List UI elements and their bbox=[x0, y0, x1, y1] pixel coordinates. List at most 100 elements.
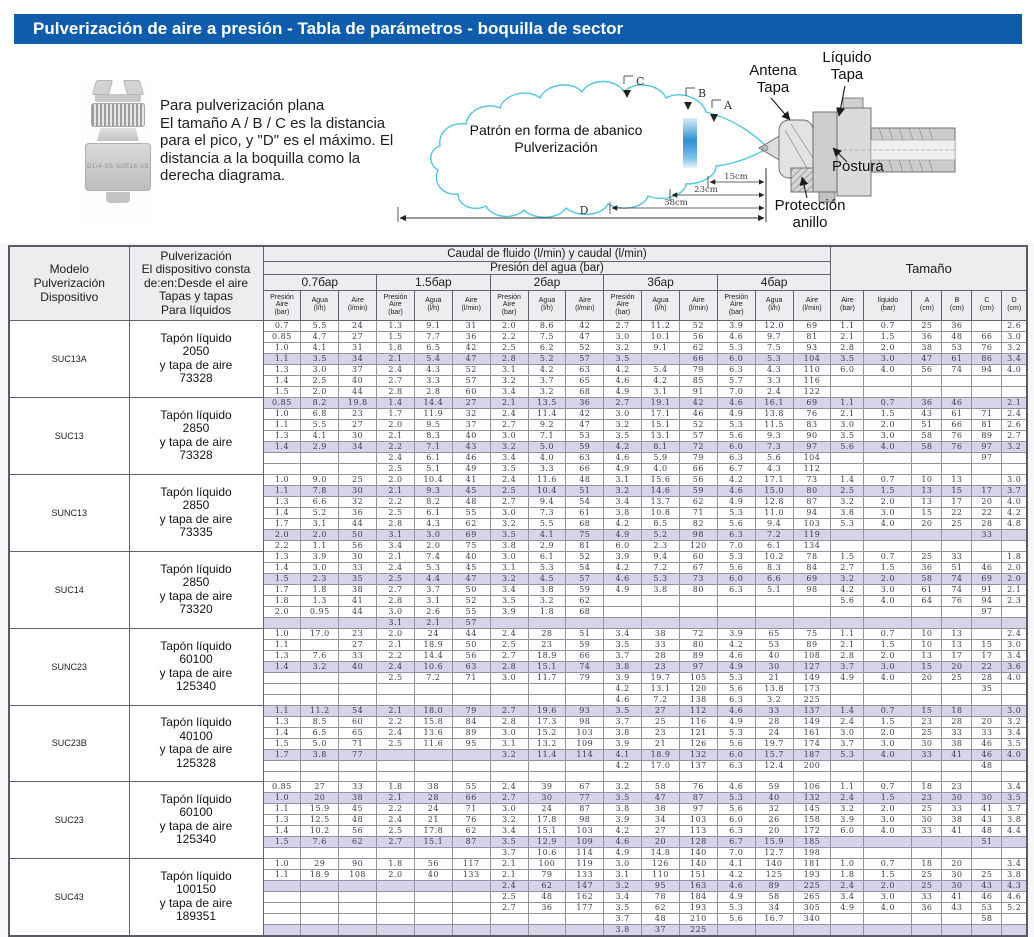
data-cell: 38 bbox=[338, 583, 378, 596]
data-cell bbox=[413, 770, 453, 782]
data-cell bbox=[830, 682, 865, 695]
data-cell: 6.0 bbox=[603, 539, 643, 552]
data-cell: 50 bbox=[451, 583, 491, 596]
data-cell: 24 bbox=[413, 802, 453, 815]
nozzle-photo-wing-right bbox=[122, 80, 145, 95]
data-cell bbox=[716, 616, 756, 629]
data-cell: 77 bbox=[338, 748, 378, 761]
data-cell bbox=[1001, 923, 1028, 937]
data-cell: 30 bbox=[971, 791, 1003, 804]
data-cell: 9.4 bbox=[641, 550, 680, 563]
data-cell: 87 bbox=[451, 835, 491, 848]
data-cell: 2.7 bbox=[489, 901, 529, 914]
data-cell: 20 bbox=[911, 671, 943, 684]
data-cell: 126 bbox=[678, 737, 718, 750]
data-cell: 1.8 bbox=[376, 857, 415, 870]
data-cell bbox=[830, 451, 865, 464]
data-cell: 2.5 bbox=[489, 484, 529, 497]
data-cell bbox=[911, 759, 943, 772]
data-cell: 4.6 bbox=[716, 484, 756, 497]
data-cell: 2.4 bbox=[1001, 627, 1028, 640]
data-cell: 3.7 bbox=[1001, 484, 1028, 497]
data-cell: 57 bbox=[565, 352, 605, 365]
data-cell: 56 bbox=[678, 330, 718, 343]
data-cell: 116 bbox=[792, 374, 832, 387]
nozzle-photo-body: D1/4-SS·SUE18-SS bbox=[85, 143, 151, 191]
data-cell: 51 bbox=[971, 835, 1003, 848]
data-cell bbox=[262, 901, 302, 914]
data-cell bbox=[565, 770, 605, 782]
data-cell: 3.0 bbox=[489, 429, 529, 442]
data-cell bbox=[971, 770, 1003, 782]
data-cell: 2.4 bbox=[376, 660, 415, 673]
data-cell bbox=[338, 451, 378, 464]
data-cell: 8.5 bbox=[300, 715, 340, 728]
data-cell: 1.0 bbox=[830, 857, 865, 870]
data-cell: 93 bbox=[792, 341, 832, 354]
data-cell: 67 bbox=[678, 561, 718, 574]
data-cell: 18 bbox=[911, 780, 943, 793]
data-cell: 30 bbox=[754, 660, 794, 673]
data-cell: 6.3 bbox=[716, 824, 756, 837]
data-cell bbox=[451, 748, 491, 761]
table-row: 4.2 17.0 137 6.3 12.4 200 48 bbox=[9, 759, 1028, 772]
data-cell: 54 bbox=[565, 561, 605, 574]
data-cell: 66 bbox=[971, 330, 1003, 343]
data-cell: 2.5 bbox=[830, 484, 865, 497]
table-row: 1.5 5.0 71 2.5 11.6 95 3.1 13.2 109 3.9 21 126 5.6 19… bbox=[9, 737, 1028, 750]
data-cell: 5.6 bbox=[716, 429, 756, 442]
data-cell: 2.8 bbox=[376, 385, 415, 398]
data-cell: 2.7 bbox=[489, 704, 529, 717]
data-cell bbox=[863, 462, 913, 475]
data-cell bbox=[1001, 528, 1028, 541]
data-cell: 4.0 bbox=[863, 824, 913, 837]
data-cell: 2.2 bbox=[376, 495, 415, 508]
data-cell: 6.1 bbox=[754, 539, 794, 552]
data-cell: 3.5 bbox=[603, 352, 643, 365]
data-cell: 108 bbox=[338, 868, 378, 881]
data-cell: 20 bbox=[754, 824, 794, 837]
data-cell: 27 bbox=[338, 638, 378, 651]
size-header-2: A (cm) bbox=[911, 289, 943, 321]
data-cell: 56 bbox=[338, 539, 378, 552]
data-cell: 97 bbox=[792, 440, 832, 453]
data-cell bbox=[413, 890, 453, 903]
data-cell: 106 bbox=[792, 780, 832, 793]
data-cell: 12.9 bbox=[527, 835, 567, 848]
data-cell: 10.6 bbox=[527, 846, 567, 859]
data-cell: 15.1 bbox=[641, 418, 680, 431]
data-cell bbox=[489, 759, 529, 772]
model-cell: SUNC13 bbox=[8, 473, 130, 552]
data-cell bbox=[863, 374, 913, 387]
data-cell: 3.7 bbox=[603, 649, 643, 662]
data-cell: 5.5 bbox=[300, 319, 340, 332]
data-cell: 3.8 bbox=[603, 506, 643, 519]
data-cell: 2.7 bbox=[489, 495, 529, 508]
data-cell: 120 bbox=[678, 539, 718, 552]
data-cell: 0.7 bbox=[863, 473, 913, 486]
data-cell bbox=[1001, 616, 1028, 629]
header-row: Presión Aire (bar) Agua (l/h) Aire (l/min)… bbox=[9, 289, 1028, 321]
data-cell: 4.6 bbox=[603, 572, 643, 585]
data-cell bbox=[1001, 374, 1028, 387]
data-cell bbox=[262, 616, 302, 629]
data-cell: 4.3 bbox=[413, 363, 453, 376]
data-cell: 61 bbox=[941, 352, 973, 365]
data-cell: 3.1 bbox=[376, 616, 415, 629]
data-cell: 24 bbox=[754, 726, 794, 739]
data-cell: 44 bbox=[338, 605, 378, 618]
data-cell: 2.0 bbox=[863, 726, 913, 739]
data-cell: 13.5 bbox=[527, 396, 567, 409]
data-cell: 2.7 bbox=[489, 649, 529, 662]
data-cell bbox=[376, 759, 415, 772]
data-cell: 1.8 bbox=[527, 605, 567, 618]
table-row: 1.4 6.5 65 2.4 13.6 89 3.0 15.2 103 3.8 23 121 5.3 24… bbox=[9, 726, 1028, 739]
data-cell: 4.5 bbox=[527, 572, 567, 585]
data-cell: 145 bbox=[792, 802, 832, 815]
data-cell bbox=[338, 770, 378, 782]
data-cell bbox=[641, 352, 680, 365]
data-cell bbox=[413, 901, 453, 914]
data-cell: 15 bbox=[941, 484, 973, 497]
data-cell: 2.5 bbox=[376, 824, 415, 837]
data-cell: 3.8 bbox=[641, 583, 680, 596]
